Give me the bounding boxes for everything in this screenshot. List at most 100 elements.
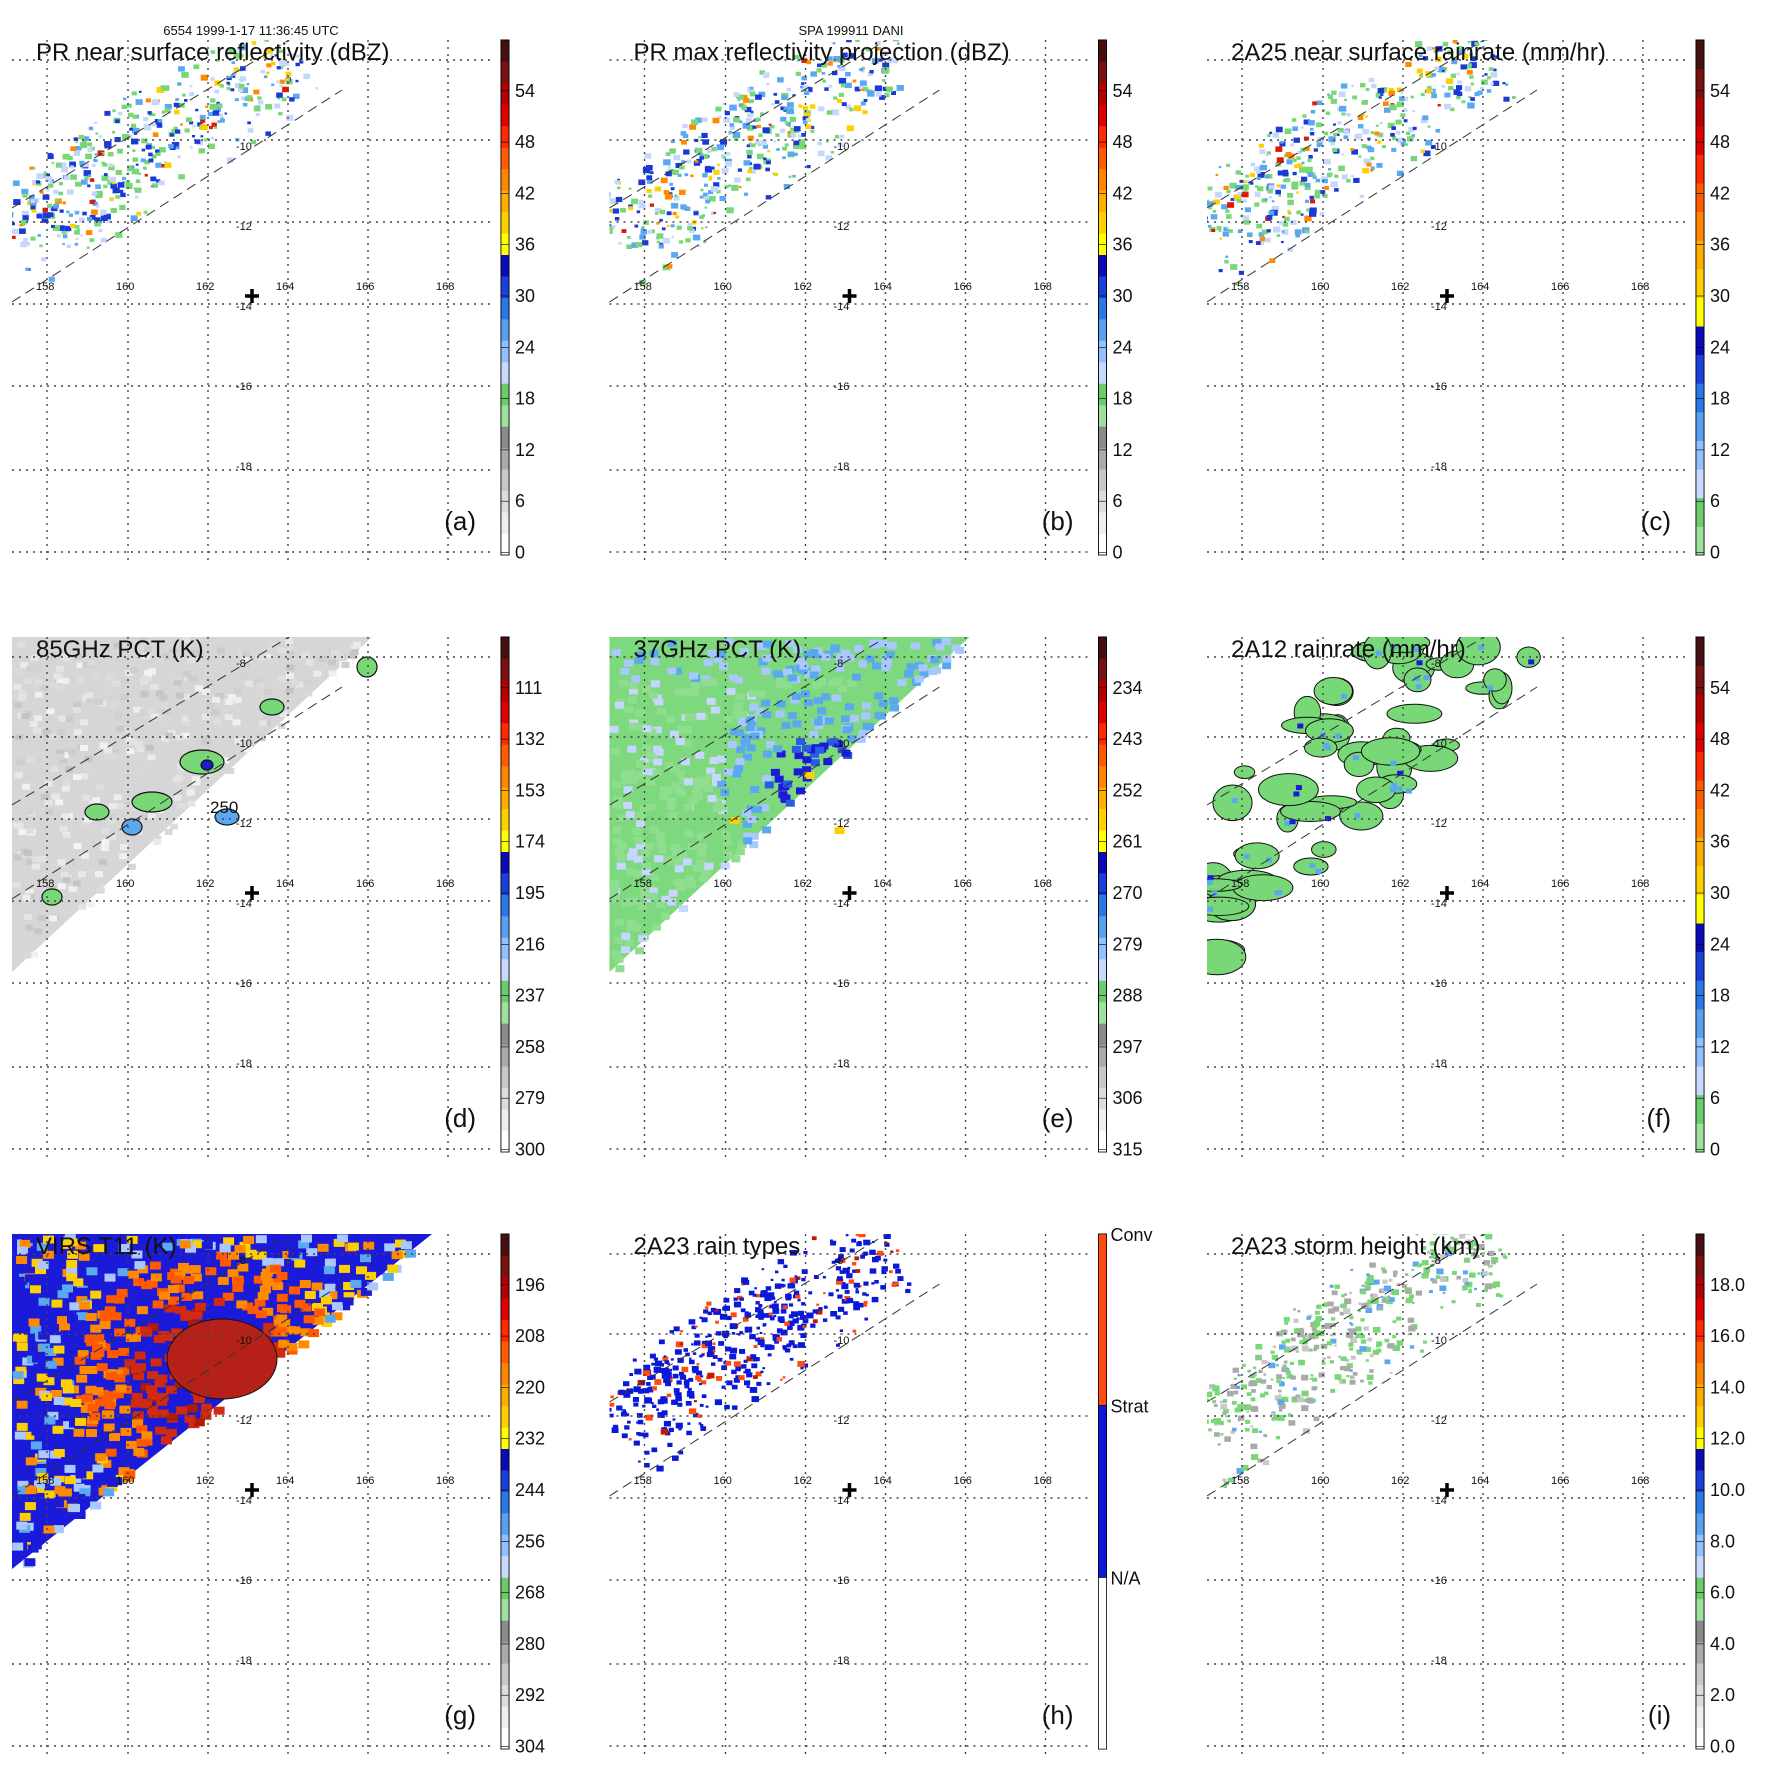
latitude-label: -10 <box>834 738 850 750</box>
data-speckle <box>754 1287 757 1290</box>
data-speckle <box>80 1404 92 1413</box>
data-speckle <box>100 1459 112 1468</box>
data-speckle <box>1347 1328 1351 1331</box>
data-speckle <box>106 1371 117 1380</box>
data-speckle <box>39 244 43 248</box>
longitude-label: 164 <box>1471 281 1489 293</box>
data-speckle <box>1279 141 1286 147</box>
data-speckle <box>143 116 149 122</box>
data-speckle <box>1528 659 1535 665</box>
data-speckle <box>111 181 116 185</box>
data-speckle <box>1235 170 1242 175</box>
data-speckle <box>621 946 630 954</box>
data-speckle <box>1313 1344 1320 1350</box>
data-speckle <box>200 118 206 123</box>
colorbar-tick-label: 304 <box>515 1737 545 1757</box>
colorbar-tick-label: 48 <box>1710 132 1730 152</box>
data-speckle <box>1341 1303 1347 1309</box>
data-speckle <box>228 48 236 55</box>
data-speckle <box>759 804 769 812</box>
data-speckle <box>838 685 848 693</box>
data-speckle <box>23 772 31 779</box>
data-speckle <box>863 1251 868 1256</box>
data-speckle <box>18 694 27 701</box>
data-speckle <box>605 1401 608 1403</box>
latitude-label: -10 <box>1431 141 1447 153</box>
data-speckle <box>278 1339 290 1348</box>
data-speckle <box>87 216 93 221</box>
swath-edges <box>1207 1234 1538 1497</box>
data-speckle <box>1451 31 1457 36</box>
data-speckle <box>746 144 751 148</box>
data-speckle <box>735 758 745 766</box>
data-speckle <box>90 1290 102 1299</box>
data-speckle <box>881 664 891 671</box>
data-speckle <box>780 1309 787 1314</box>
storm-center-marker <box>245 289 259 303</box>
data-speckle <box>123 804 131 811</box>
data-speckle <box>930 656 940 664</box>
data-speckle <box>112 109 116 113</box>
data-speckle <box>56 162 63 168</box>
data-speckle <box>120 694 129 701</box>
data-speckle <box>36 1242 48 1251</box>
data-speckle <box>83 1277 95 1286</box>
data-speckle <box>865 1293 869 1297</box>
data-speckle <box>1227 1477 1234 1483</box>
data-speckle <box>138 637 147 644</box>
data-speckle <box>897 679 907 687</box>
data-speckle <box>620 770 630 778</box>
data-speckle <box>1235 1385 1241 1390</box>
data-speckle <box>120 1427 132 1436</box>
data-speckle <box>1275 146 1283 152</box>
data-speckle <box>787 1320 795 1326</box>
data-speckle <box>161 735 170 742</box>
data-speckle <box>707 649 717 657</box>
data-speckle <box>1249 181 1254 185</box>
latitude-label: -12 <box>834 818 850 830</box>
data-speckle <box>242 102 248 107</box>
longitude-label: 166 <box>356 878 374 890</box>
panel-title: PR max reflectivity projection (dBZ) <box>634 39 1010 66</box>
data-speckle <box>697 1414 702 1418</box>
data-speckle <box>785 1348 791 1353</box>
data-speckle <box>634 1368 642 1375</box>
data-speckle <box>276 80 281 84</box>
data-speckle <box>736 746 746 753</box>
data-speckle <box>776 750 786 758</box>
data-speckle <box>52 1357 64 1366</box>
data-speckle <box>739 1297 744 1301</box>
data-speckle <box>694 138 699 142</box>
data-speckle <box>885 651 895 659</box>
longitude-label: 160 <box>1311 878 1329 890</box>
colorbar-segment <box>501 1512 509 1535</box>
data-speckle <box>269 54 274 58</box>
colorbar-segment <box>501 340 509 363</box>
data-speckle <box>721 1365 728 1371</box>
data-speckle <box>1274 1395 1282 1401</box>
data-speckle <box>1327 93 1330 96</box>
data-speckle <box>84 175 89 180</box>
data-speckle <box>24 914 33 920</box>
colorbar-segment <box>501 490 509 513</box>
data-speckle <box>141 1437 153 1446</box>
data-speckle <box>689 1359 695 1365</box>
data-speckle <box>25 924 34 931</box>
data-speckle <box>163 160 167 163</box>
data-speckle <box>120 844 128 851</box>
data-speckle <box>1296 1350 1299 1353</box>
data-speckle <box>45 1348 57 1356</box>
data-speckle <box>623 1381 630 1387</box>
data-speckle <box>635 820 645 827</box>
data-speckle <box>301 1234 312 1243</box>
colorbar-segment <box>1696 1512 1704 1535</box>
panel-title: 2A12 rainrate (mm/hr) <box>1231 636 1466 663</box>
data-speckle <box>1367 1274 1374 1280</box>
data-speckle <box>881 1266 888 1272</box>
data-speckle <box>681 139 687 145</box>
data-speckle <box>85 153 92 160</box>
data-speckle <box>638 1390 643 1394</box>
colorbar-segment <box>1696 526 1704 556</box>
colorbar-segment <box>1696 383 1704 413</box>
data-speckle <box>744 1368 751 1374</box>
